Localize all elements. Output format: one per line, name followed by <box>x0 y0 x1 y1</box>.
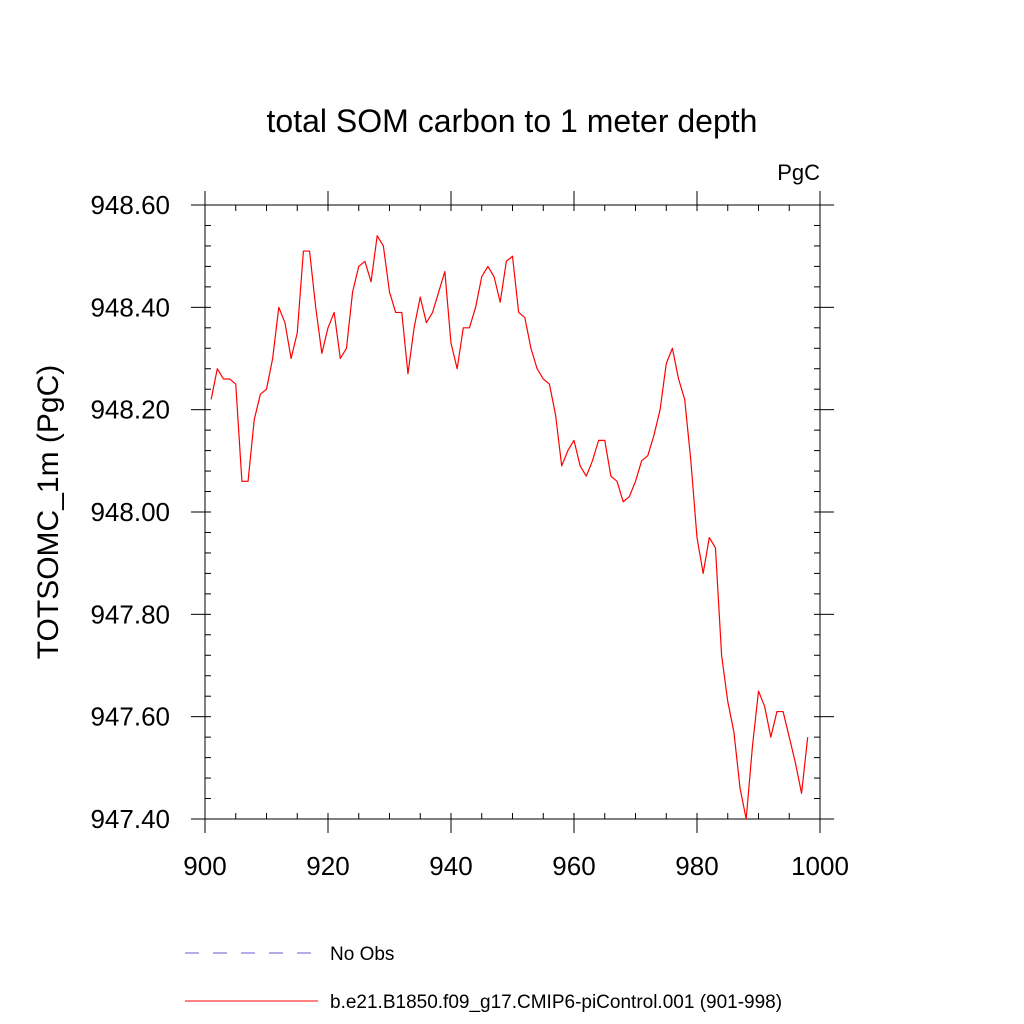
legend-label-model-run: b.e21.B1850.f09_g17.CMIP6-piControl.001 … <box>330 992 782 1013</box>
x-tick-label: 920 <box>306 851 349 881</box>
units-label: PgC <box>777 160 820 185</box>
y-tick-label: 947.40 <box>90 804 170 834</box>
y-tick-label: 948.00 <box>90 497 170 527</box>
y-axis-ticks <box>191 204 834 820</box>
x-tick-label: 980 <box>675 851 718 881</box>
y-tick-label: 947.60 <box>90 702 170 732</box>
x-tick-label: 940 <box>429 851 472 881</box>
legend-label-no-obs: No Obs <box>330 944 394 965</box>
x-tick-label: 900 <box>183 851 226 881</box>
x-tick-label: 960 <box>552 851 595 881</box>
x-axis-ticks <box>204 191 821 833</box>
x-axis-tick-labels: 900 920 940 960 980 1000 <box>183 851 849 881</box>
x-tick-label: 1000 <box>791 851 849 881</box>
plot-frame <box>204 204 821 820</box>
series-line <box>210 235 809 820</box>
legend: No Obs b.e21.B1850.f09_g17.CMIP6-piContr… <box>185 944 782 1013</box>
y-axis-tick-labels: 947.40 947.60 947.80 948.00 948.20 948.40 948.… <box>90 190 170 834</box>
y-tick-label: 947.80 <box>90 599 170 629</box>
y-tick-label: 948.20 <box>90 395 170 425</box>
series-layer <box>210 235 809 820</box>
y-tick-label: 948.60 <box>90 190 170 220</box>
chart-title: total SOM carbon to 1 meter depth <box>267 103 758 139</box>
y-axis-label: TOTSOMC_1m (PgC) <box>32 365 65 659</box>
y-tick-label: 948.40 <box>90 292 170 322</box>
